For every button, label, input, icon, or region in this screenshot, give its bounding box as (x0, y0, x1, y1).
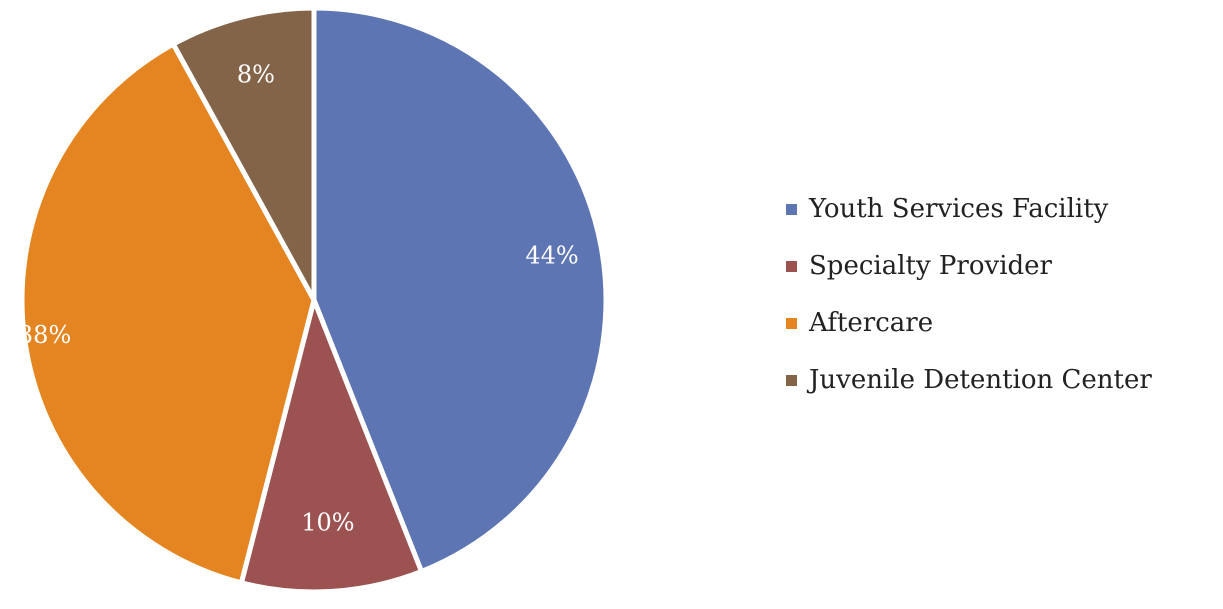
legend-label: Specialty Provider (809, 251, 1052, 281)
legend-swatch (786, 203, 797, 215)
pie-slice-aftercare (19, 41, 317, 586)
legend: Youth Services Facility Specialty Provide… (786, 189, 1152, 417)
pie-chart-svg: 44% 10% 38% 8% (18, 5, 609, 595)
legend-item-specialty-provider: Specialty Provider (786, 246, 1152, 286)
pie-slice-juvenile-detention-center (170, 5, 317, 303)
pie-slice-youth-services-facility (311, 5, 609, 574)
legend-label: Juvenile Detention Center (809, 365, 1152, 395)
data-label-youth-services-facility: 44% (525, 242, 578, 270)
data-label-aftercare: 38% (18, 321, 71, 349)
legend-swatch (786, 317, 797, 329)
legend-item-juvenile-detention-center: Juvenile Detention Center (786, 360, 1152, 400)
legend-label: Youth Services Facility (809, 194, 1109, 224)
legend-label: Aftercare (809, 308, 934, 338)
pie-slice-specialty-provider (238, 297, 424, 595)
legend-swatch (786, 260, 797, 272)
data-label-juvenile-detention-center: 8% (237, 61, 275, 89)
data-label-specialty-provider: 10% (301, 508, 354, 536)
legend-item-aftercare: Aftercare (786, 303, 1152, 343)
legend-swatch (786, 374, 797, 386)
legend-item-youth-services-facility: Youth Services Facility (786, 189, 1152, 229)
